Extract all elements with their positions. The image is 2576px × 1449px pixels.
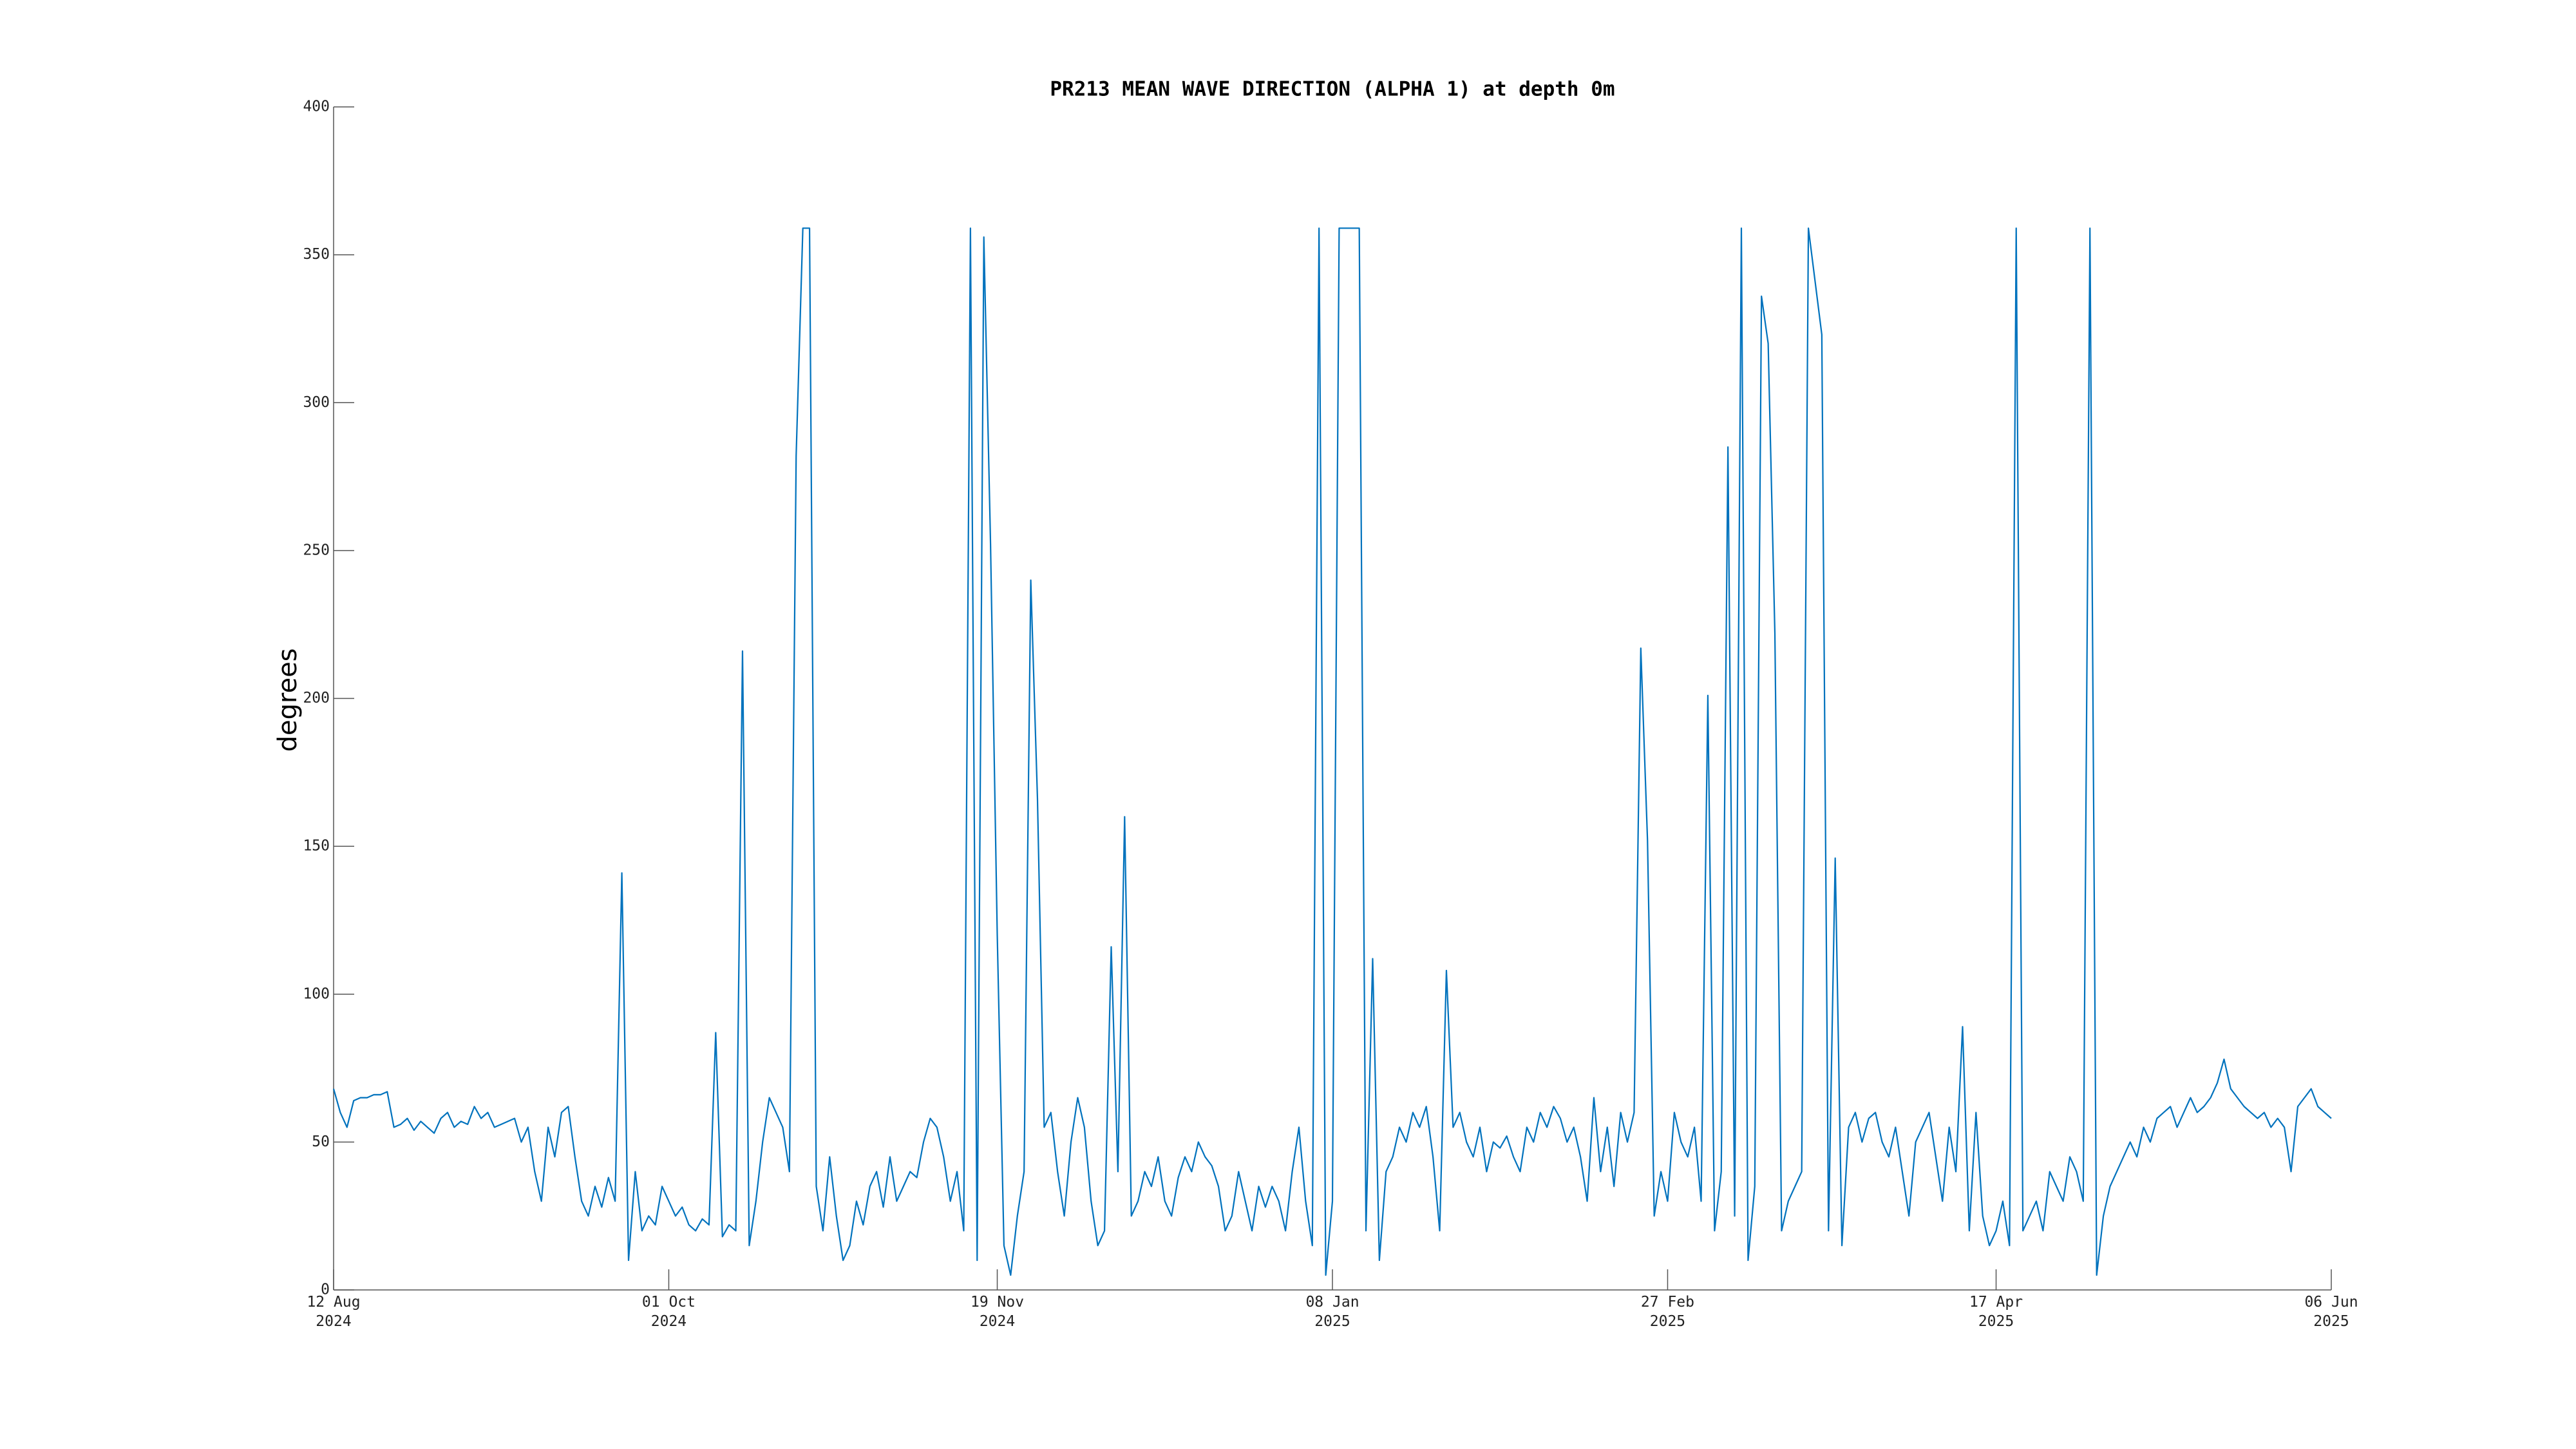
x-tick-label: 19 Nov 2024 (970, 1294, 1025, 1330)
x-tick-label: 08 Jan 2025 (1305, 1294, 1359, 1330)
x-tick-label: 06 Jun 2025 (2304, 1294, 2358, 1330)
y-tick-label: 250 (303, 542, 330, 558)
x-tick-label: 01 Oct 2024 (641, 1294, 696, 1330)
y-tick-label: 0 (321, 1282, 330, 1298)
y-tick-label: 200 (303, 690, 330, 706)
y-tick-label: 50 (312, 1133, 330, 1150)
data-line (332, 227, 2332, 1276)
y-tick-label: 350 (303, 246, 330, 263)
y-tick-label: 400 (303, 99, 330, 115)
y-axis-label: degrees (273, 648, 303, 752)
chart-title: PR213 MEAN WAVE DIRECTION (ALPHA 1) at d… (1050, 78, 1615, 101)
x-tick-label: 27 Feb 2025 (1640, 1294, 1695, 1330)
x-tick-label: 12 Aug 2024 (307, 1294, 361, 1330)
y-tick-label: 300 (303, 394, 330, 411)
y-tick-label: 100 (303, 985, 330, 1002)
y-tick-label: 150 (303, 838, 330, 855)
x-tick-label: 17 Apr 2025 (1969, 1294, 2023, 1330)
